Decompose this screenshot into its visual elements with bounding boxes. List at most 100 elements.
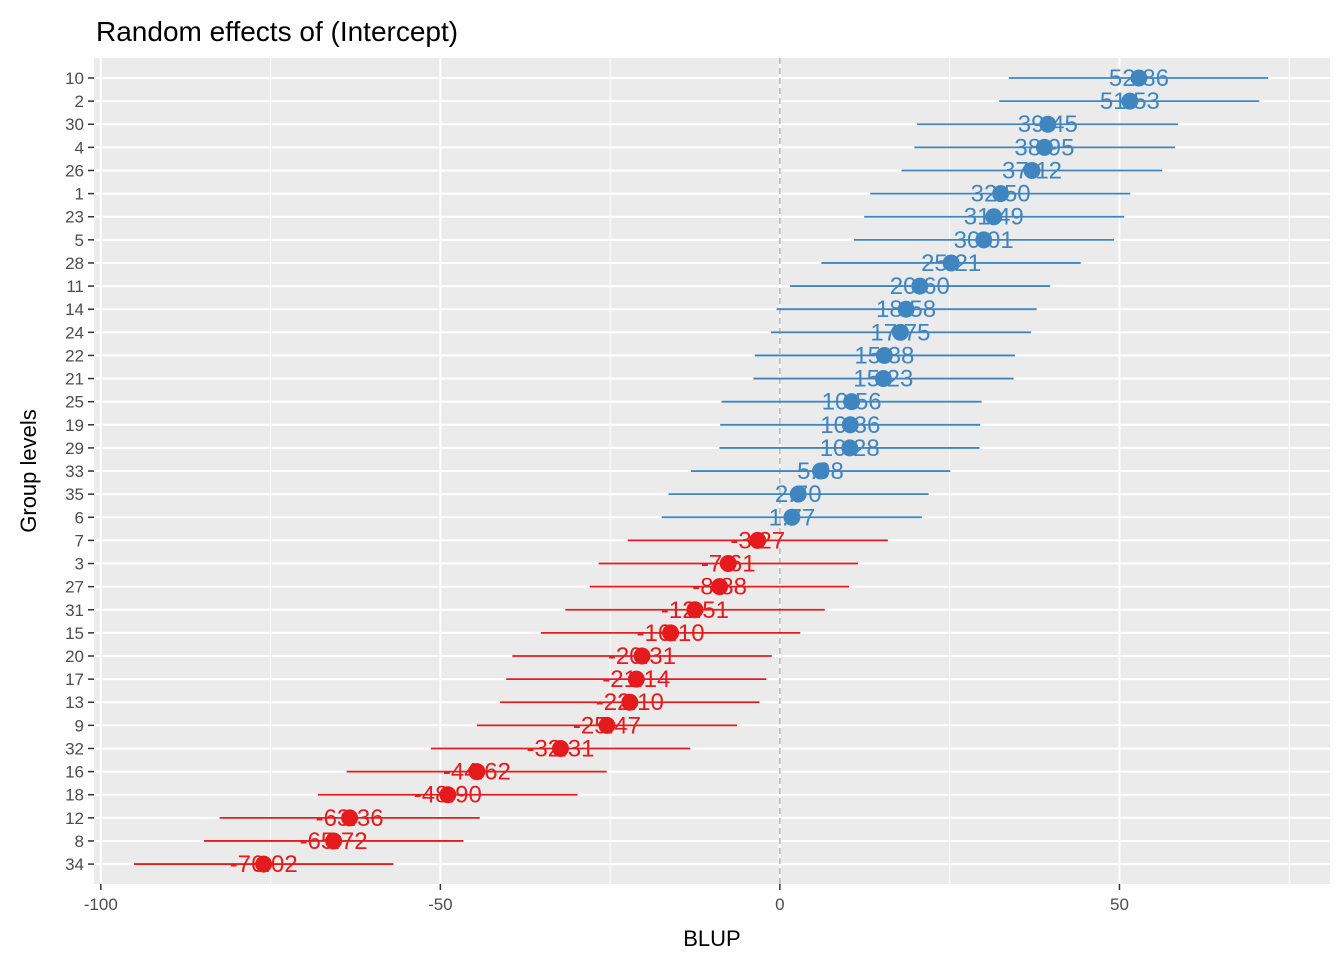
y-tick-label: 18 (65, 786, 84, 805)
blup-point (875, 346, 893, 364)
y-tick-label: 21 (65, 370, 84, 389)
data-label: -48.90 (414, 782, 482, 809)
blup-point (874, 370, 892, 388)
blup-point (1023, 161, 1041, 179)
data-label: 1.77 (769, 504, 816, 531)
blup-point (942, 254, 960, 272)
x-tick-label: -50 (428, 895, 453, 914)
blup-points (255, 69, 1148, 873)
blup-point (749, 531, 767, 549)
blup-point (719, 555, 737, 573)
y-tick-label: 13 (65, 693, 84, 712)
y-tick-label: 16 (65, 763, 84, 782)
y-tick-label: 9 (75, 716, 84, 735)
data-label: -25.47 (573, 712, 641, 739)
data-label: 15.38 (854, 342, 914, 369)
x-tick-label: 0 (775, 895, 784, 914)
data-label: -3.27 (730, 527, 785, 554)
data-label: 51.53 (1100, 88, 1160, 115)
data-label: 32.50 (971, 181, 1031, 208)
data-label: -63.36 (316, 805, 384, 832)
blup-point (662, 624, 680, 642)
y-tick-label: 33 (65, 462, 84, 481)
data-label: 10.56 (822, 389, 882, 416)
data-label: 15.23 (853, 366, 913, 393)
blup-point (985, 208, 1003, 226)
blup-point (621, 693, 639, 711)
blup-point (843, 393, 861, 411)
blup-point (891, 323, 909, 341)
blup-point (551, 739, 569, 757)
y-tick-label: 23 (65, 208, 84, 227)
data-label: -16.10 (637, 620, 705, 647)
y-tick-label: 2 (75, 92, 84, 111)
data-label: -20.31 (608, 643, 676, 670)
data-label: 10.36 (820, 412, 880, 439)
blup-point (1035, 138, 1053, 156)
x-axis-title: BLUP (683, 926, 740, 951)
data-label: 10.28 (820, 435, 880, 462)
blup-point (911, 277, 929, 295)
blup-point (841, 416, 859, 434)
blup-point (341, 809, 359, 827)
y-tick-label: 19 (65, 416, 84, 435)
y-tick-label: 34 (65, 855, 84, 874)
blup-point (1121, 92, 1139, 110)
y-tick-label: 4 (75, 138, 84, 157)
data-label: 18.58 (876, 296, 936, 323)
y-tick-label: 24 (65, 323, 84, 342)
x-tick-label: -100 (84, 895, 118, 914)
blup-point (992, 185, 1010, 203)
y-tick-label: 30 (65, 115, 84, 134)
data-label: -7.61 (701, 551, 756, 578)
y-axis: 10 2 30 4 26 1 23 5 28 11 14 24 22 21 25 19 29 33 35 6 7 3 27 3… (65, 69, 94, 874)
blup-point (468, 763, 486, 781)
y-tick-label: 26 (65, 161, 84, 180)
data-label: -44.62 (443, 759, 511, 786)
blup-point (783, 508, 801, 526)
data-label: 39.45 (1018, 111, 1078, 138)
data-label: 25.21 (921, 250, 981, 277)
data-label: -12.51 (661, 597, 729, 624)
y-tick-label: 17 (65, 670, 84, 689)
y-tick-label: 6 (75, 508, 84, 527)
blup-point (686, 601, 704, 619)
blup-point (789, 485, 807, 503)
data-label: -8.88 (692, 574, 747, 601)
blup-point (812, 462, 830, 480)
data-label: 30.01 (954, 227, 1014, 254)
y-tick-label: 10 (65, 69, 84, 88)
data-label: 31.49 (964, 204, 1024, 231)
x-axis: -100 -50 0 50 (84, 884, 1129, 914)
y-tick-label: 3 (75, 555, 84, 574)
y-tick-label: 32 (65, 739, 84, 758)
y-tick-label: 1 (75, 185, 84, 204)
blup-point (841, 439, 859, 457)
y-tick-label: 29 (65, 439, 84, 458)
y-tick-label: 22 (65, 346, 84, 365)
y-tick-label: 28 (65, 254, 84, 273)
data-label: -21.14 (602, 666, 670, 693)
data-label: 38.95 (1014, 134, 1074, 161)
y-axis-title: Group levels (16, 409, 41, 533)
y-tick-label: 31 (65, 601, 84, 620)
blup-point (627, 670, 645, 688)
blup-point (897, 300, 915, 318)
y-tick-label: 27 (65, 578, 84, 597)
data-label: -65.72 (300, 828, 368, 855)
data-label: 5.98 (797, 458, 844, 485)
y-tick-label: 25 (65, 393, 84, 412)
y-tick-label: 11 (66, 277, 84, 296)
y-tick-label: 15 (65, 624, 84, 643)
x-tick-label: 50 (1110, 895, 1129, 914)
blup-point (598, 716, 616, 734)
blup-point (711, 578, 729, 596)
data-label: 2.70 (775, 481, 822, 508)
blup-point (975, 231, 993, 249)
blup-point (1039, 115, 1057, 133)
y-tick-label: 35 (65, 485, 84, 504)
chart-title: Random effects of (Intercept) (96, 16, 458, 47)
